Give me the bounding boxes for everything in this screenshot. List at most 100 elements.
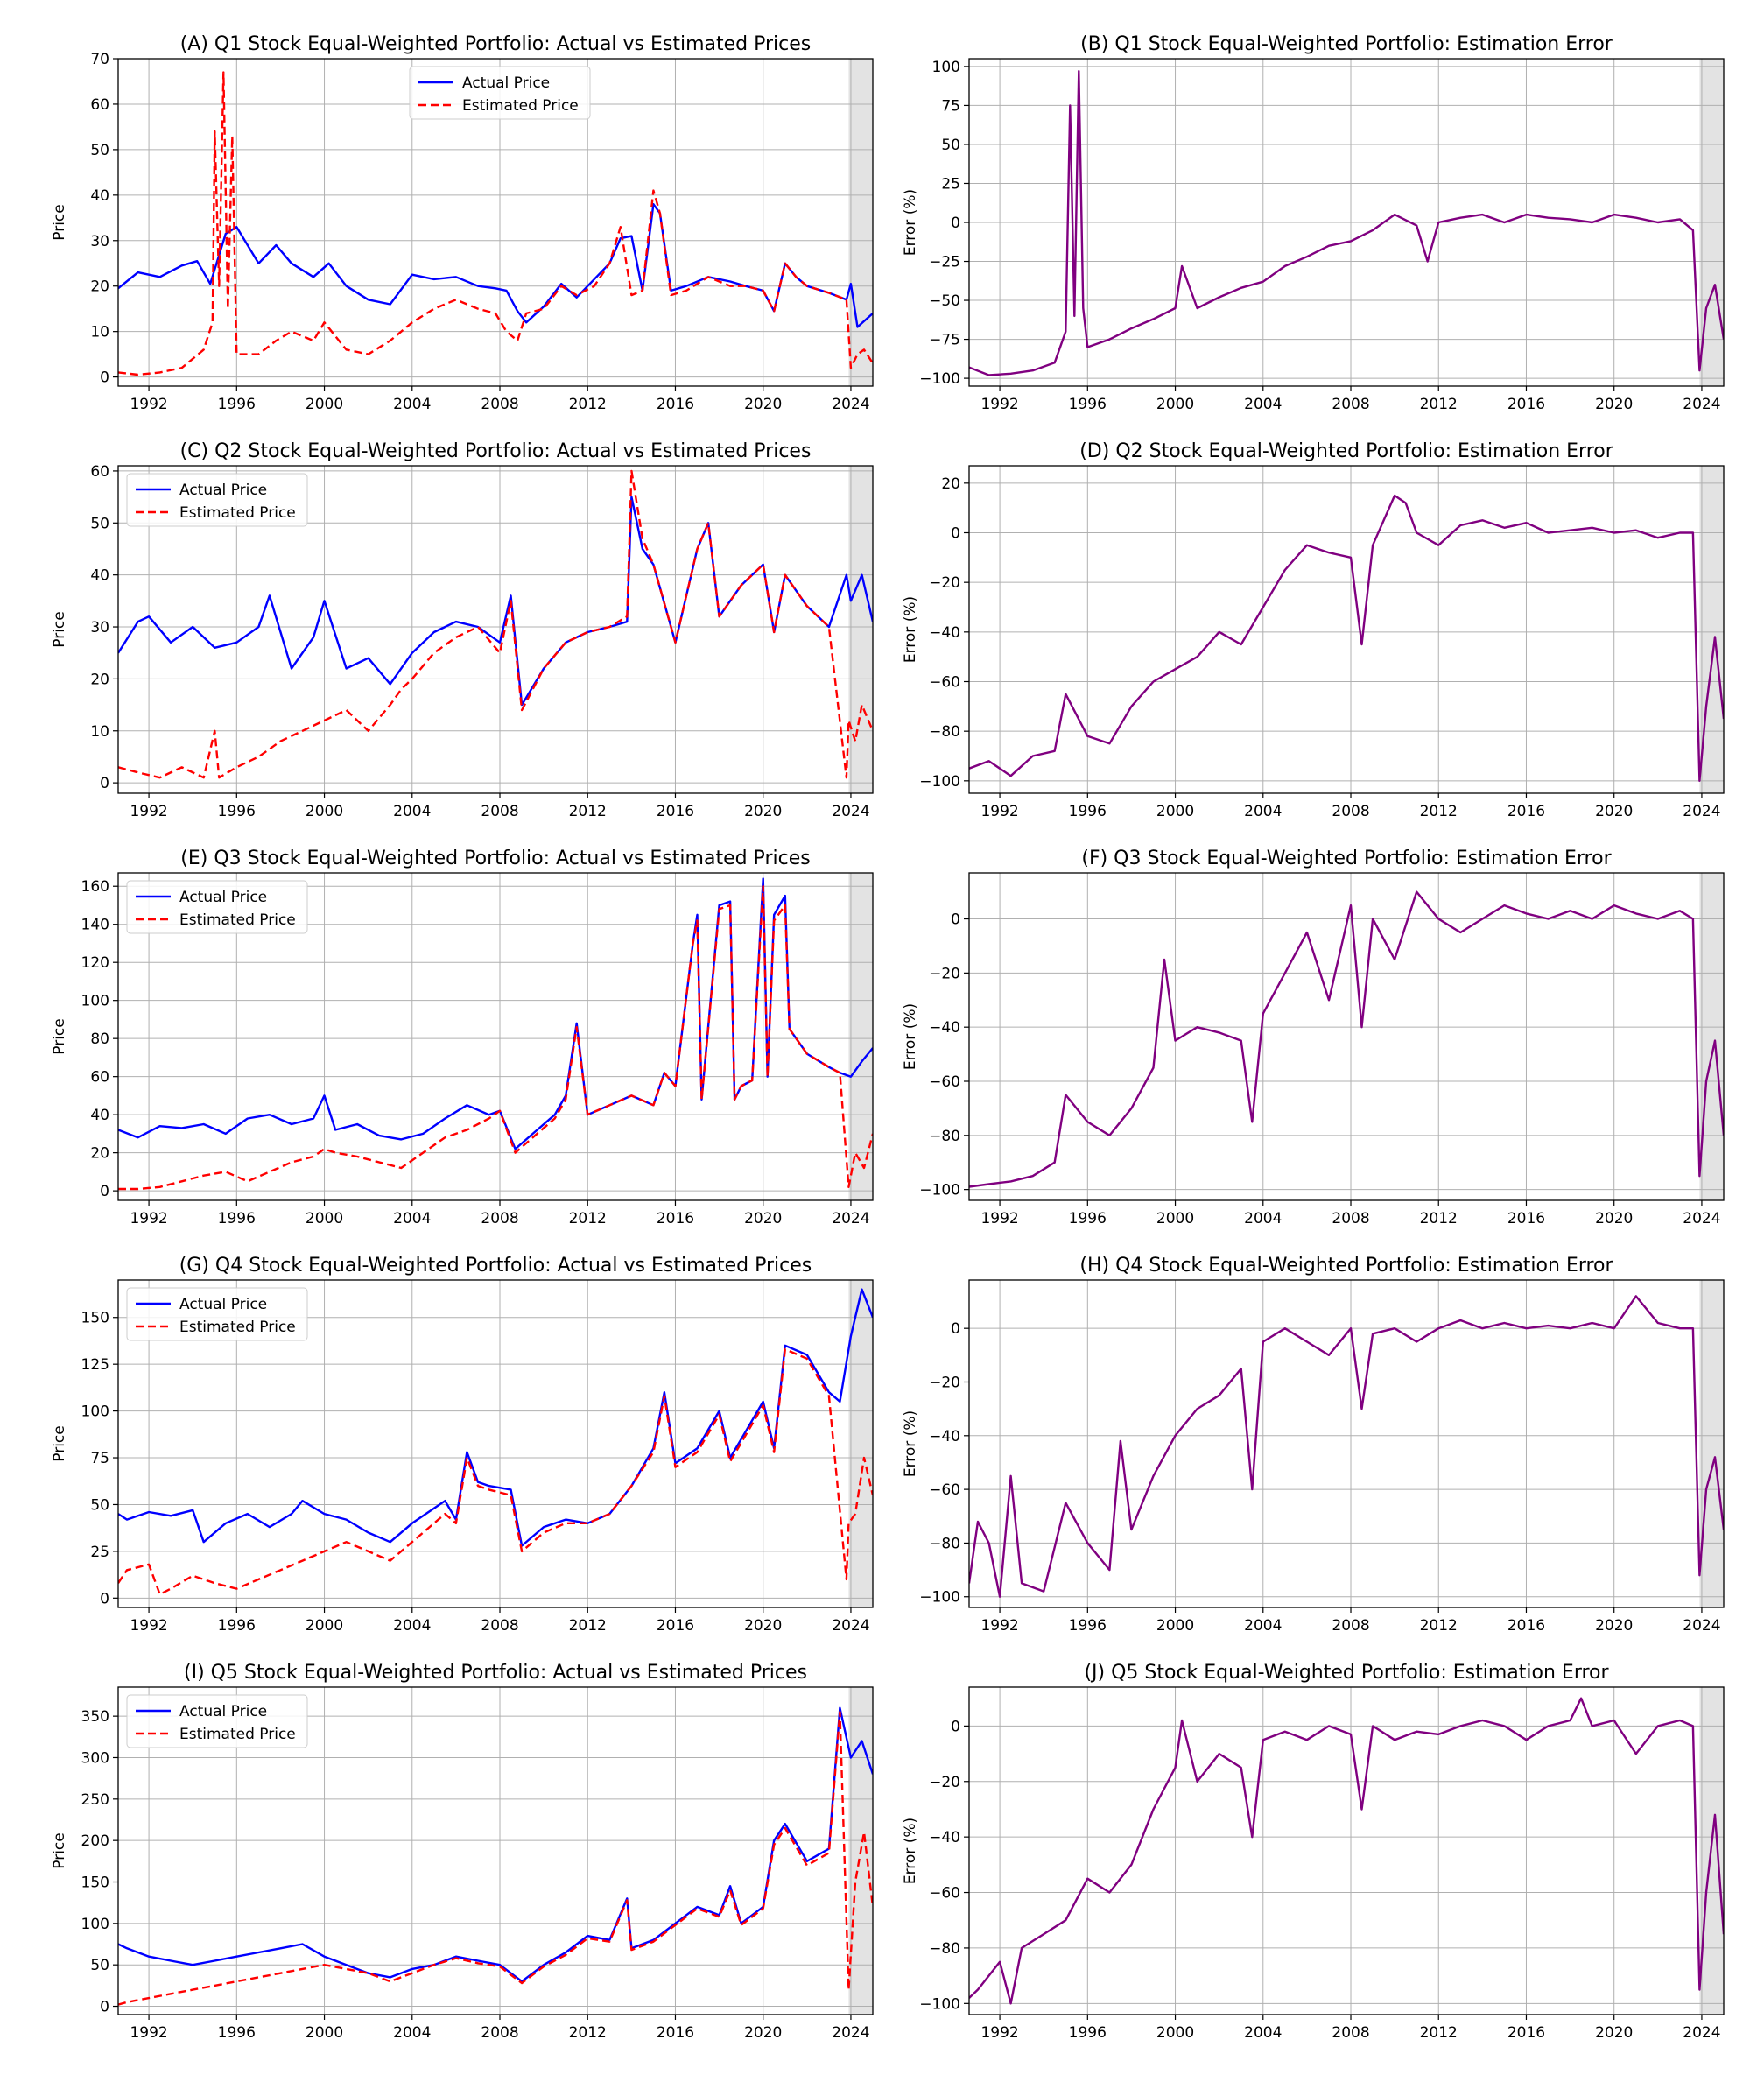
x-tick-label: 2016 <box>1507 396 1545 413</box>
x-tick-label: 2008 <box>481 1617 518 1635</box>
x-tick-label: 2024 <box>832 2024 869 2042</box>
plot-frame <box>117 1279 874 1608</box>
x-tick-label: 2008 <box>1332 1617 1369 1635</box>
series-line-error <box>969 1697 1724 2005</box>
y-axis-label: Error (%) <box>902 1003 919 1070</box>
x-tick-label: 2016 <box>657 396 694 413</box>
y-axis-label: Error (%) <box>902 1410 919 1477</box>
series-line-actual <box>118 202 873 328</box>
x-tick-label: 2024 <box>1683 1617 1720 1635</box>
x-tick-label: 2016 <box>657 803 694 820</box>
x-tick-label: 2020 <box>1595 803 1633 820</box>
x-tick-label: 2004 <box>393 1210 431 1227</box>
y-tick-label: 10 <box>90 324 109 341</box>
legend-label-estimated: Estimated Price <box>179 1319 296 1336</box>
y-tick-label: 40 <box>90 567 109 585</box>
x-tick-label: 2008 <box>1332 803 1369 820</box>
x-tick-label: 2016 <box>1507 803 1545 820</box>
x-tick-label: 2024 <box>1683 803 1720 820</box>
x-tick-label: 2004 <box>393 2024 431 2042</box>
x-tick-label: 1992 <box>130 2024 167 2042</box>
x-tick-label: 1996 <box>1069 2024 1107 2042</box>
y-tick-label: 0 <box>100 775 109 792</box>
y-tick-label: 20 <box>90 278 109 296</box>
panel-b: 1992 1996 2000 2004 2008 2012 2016 2020 2024 −100… <box>902 33 1725 413</box>
y-tick-label: −100 <box>919 1995 960 2013</box>
y-tick-label: 75 <box>941 97 960 115</box>
plot-frame <box>117 1686 874 2015</box>
x-tick-label: 2008 <box>481 2024 518 2042</box>
shaded-region <box>848 59 873 386</box>
y-tick-label: 10 <box>90 723 109 741</box>
y-tick-label: 50 <box>90 1496 109 1514</box>
x-tick-label: 2000 <box>1156 1617 1194 1635</box>
legend-label-actual: Actual Price <box>462 74 550 92</box>
y-tick-label: 150 <box>81 1310 109 1327</box>
legend-box <box>409 66 591 120</box>
panel-h: 1992 1996 2000 2004 2008 2012 2016 2020 2024 −100… <box>902 1255 1725 1635</box>
x-tick-label: 2004 <box>393 803 431 820</box>
x-tick-label: 2020 <box>744 396 782 413</box>
series-line-error <box>969 494 1724 782</box>
legend-box <box>126 1694 308 1748</box>
y-axis-label: Price <box>51 1018 68 1054</box>
y-tick-label: 0 <box>951 215 960 232</box>
legend: Actual Price Estimated Price <box>126 880 308 934</box>
y-tick-label: 100 <box>81 993 109 1010</box>
x-tick-label: 2024 <box>1683 396 1720 413</box>
series-line-error <box>969 1295 1724 1598</box>
legend-box <box>126 880 308 934</box>
y-tick-label: 0 <box>951 1718 960 1735</box>
x-tick-label: 2008 <box>481 1210 518 1227</box>
y-tick-label: 50 <box>90 142 109 159</box>
x-tick-label: 2000 <box>306 1210 343 1227</box>
x-tick-label: 2008 <box>1332 2024 1369 2042</box>
y-tick-label: −100 <box>919 1182 960 1199</box>
chart-title: (J) Q5 Stock Equal-Weighted Portfolio: E… <box>1084 1662 1609 1684</box>
panel-d: 1992 1996 2000 2004 2008 2012 2016 2020 2024 −100… <box>902 440 1725 820</box>
x-tick-label: 2012 <box>569 396 607 413</box>
panel-c: 1992 1996 2000 2004 2008 2012 2016 2020 2024 0 10 2… <box>51 440 874 820</box>
x-tick-label: 2020 <box>1595 396 1633 413</box>
legend-label-estimated: Estimated Price <box>462 97 579 115</box>
x-tick-label: 2024 <box>832 1210 869 1227</box>
x-tick-label: 2012 <box>1420 803 1458 820</box>
x-tick-label: 2004 <box>1244 1210 1282 1227</box>
x-tick-label: 1992 <box>130 1210 167 1227</box>
y-tick-label: 250 <box>81 1791 109 1809</box>
legend-label-estimated: Estimated Price <box>179 504 296 522</box>
x-tick-label: 2012 <box>569 803 607 820</box>
x-tick-label: 1992 <box>130 1617 167 1635</box>
y-tick-label: 80 <box>90 1030 109 1048</box>
x-tick-label: 2016 <box>657 2024 694 2042</box>
x-tick-label: 2024 <box>832 1617 869 1635</box>
x-tick-label: 2000 <box>306 2024 343 2042</box>
x-tick-label: 2012 <box>569 2024 607 2042</box>
x-tick-label: 2008 <box>481 396 518 413</box>
series-line-error <box>969 890 1724 1188</box>
x-tick-label: 1996 <box>218 396 256 413</box>
y-tick-label: −100 <box>919 1589 960 1607</box>
y-tick-label: 300 <box>81 1749 109 1767</box>
y-tick-label: 30 <box>90 619 109 637</box>
legend: Actual Price Estimated Price <box>126 473 308 527</box>
x-tick-label: 1992 <box>980 396 1018 413</box>
y-tick-label: −60 <box>929 1885 960 1903</box>
chart-title: (A) Q1 Stock Equal-Weighted Portfolio: A… <box>180 33 812 55</box>
y-tick-label: 20 <box>90 671 109 688</box>
series-line-estimated <box>118 1711 873 2006</box>
y-tick-label: −20 <box>929 1774 960 1791</box>
x-tick-label: 2000 <box>1156 396 1194 413</box>
y-tick-label: −80 <box>929 1128 960 1145</box>
shaded-region <box>1699 873 1724 1200</box>
series-line-actual <box>118 1706 873 1983</box>
x-tick-label: 2016 <box>1507 1617 1545 1635</box>
y-axis-label: Error (%) <box>902 189 919 256</box>
y-tick-label: 100 <box>932 59 960 76</box>
x-tick-label: 2000 <box>1156 1210 1194 1227</box>
series-line-actual <box>118 496 873 707</box>
plot-frame <box>117 58 874 387</box>
shaded-region <box>848 1280 873 1607</box>
series-line-estimated <box>118 1347 873 1596</box>
y-tick-label: 60 <box>90 1069 109 1087</box>
